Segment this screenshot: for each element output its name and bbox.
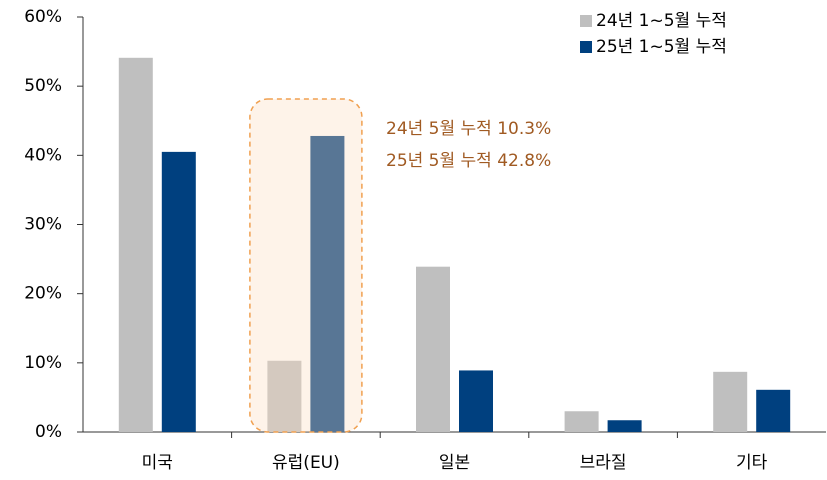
annotation: 25년 5월 누적 42.8% bbox=[386, 151, 551, 171]
legend-label: 24년 1~5월 누적 bbox=[596, 11, 727, 31]
bar bbox=[756, 389, 791, 432]
legend-swatch bbox=[580, 15, 592, 27]
legend-swatch bbox=[580, 41, 592, 53]
bar bbox=[416, 266, 450, 432]
bar bbox=[118, 57, 153, 432]
y-tick-label: 40% bbox=[24, 145, 62, 165]
legend-label: 25년 1~5월 누적 bbox=[596, 37, 727, 57]
highlight-box bbox=[249, 98, 363, 433]
x-tick-label: 미국 bbox=[142, 453, 173, 473]
y-tick-label: 20% bbox=[24, 284, 62, 304]
bar bbox=[607, 420, 642, 432]
y-tick-label: 30% bbox=[24, 215, 62, 235]
bar bbox=[267, 360, 302, 432]
x-tick-label: 브라질 bbox=[580, 453, 627, 473]
y-tick-label: 50% bbox=[24, 76, 62, 96]
bar bbox=[713, 371, 748, 432]
x-tick-label: 유럽(EU) bbox=[272, 453, 340, 473]
y-tick-label: 0% bbox=[35, 422, 62, 442]
y-tick-label: 60% bbox=[24, 7, 62, 27]
x-tick-label: 일본 bbox=[439, 453, 470, 473]
bar bbox=[564, 411, 599, 432]
bar bbox=[459, 370, 493, 432]
annotation: 24년 5월 누적 10.3% bbox=[386, 119, 551, 139]
bar bbox=[161, 151, 196, 432]
y-tick-label: 10% bbox=[24, 353, 62, 373]
bar bbox=[310, 135, 345, 432]
x-tick-label: 기타 bbox=[736, 453, 768, 473]
